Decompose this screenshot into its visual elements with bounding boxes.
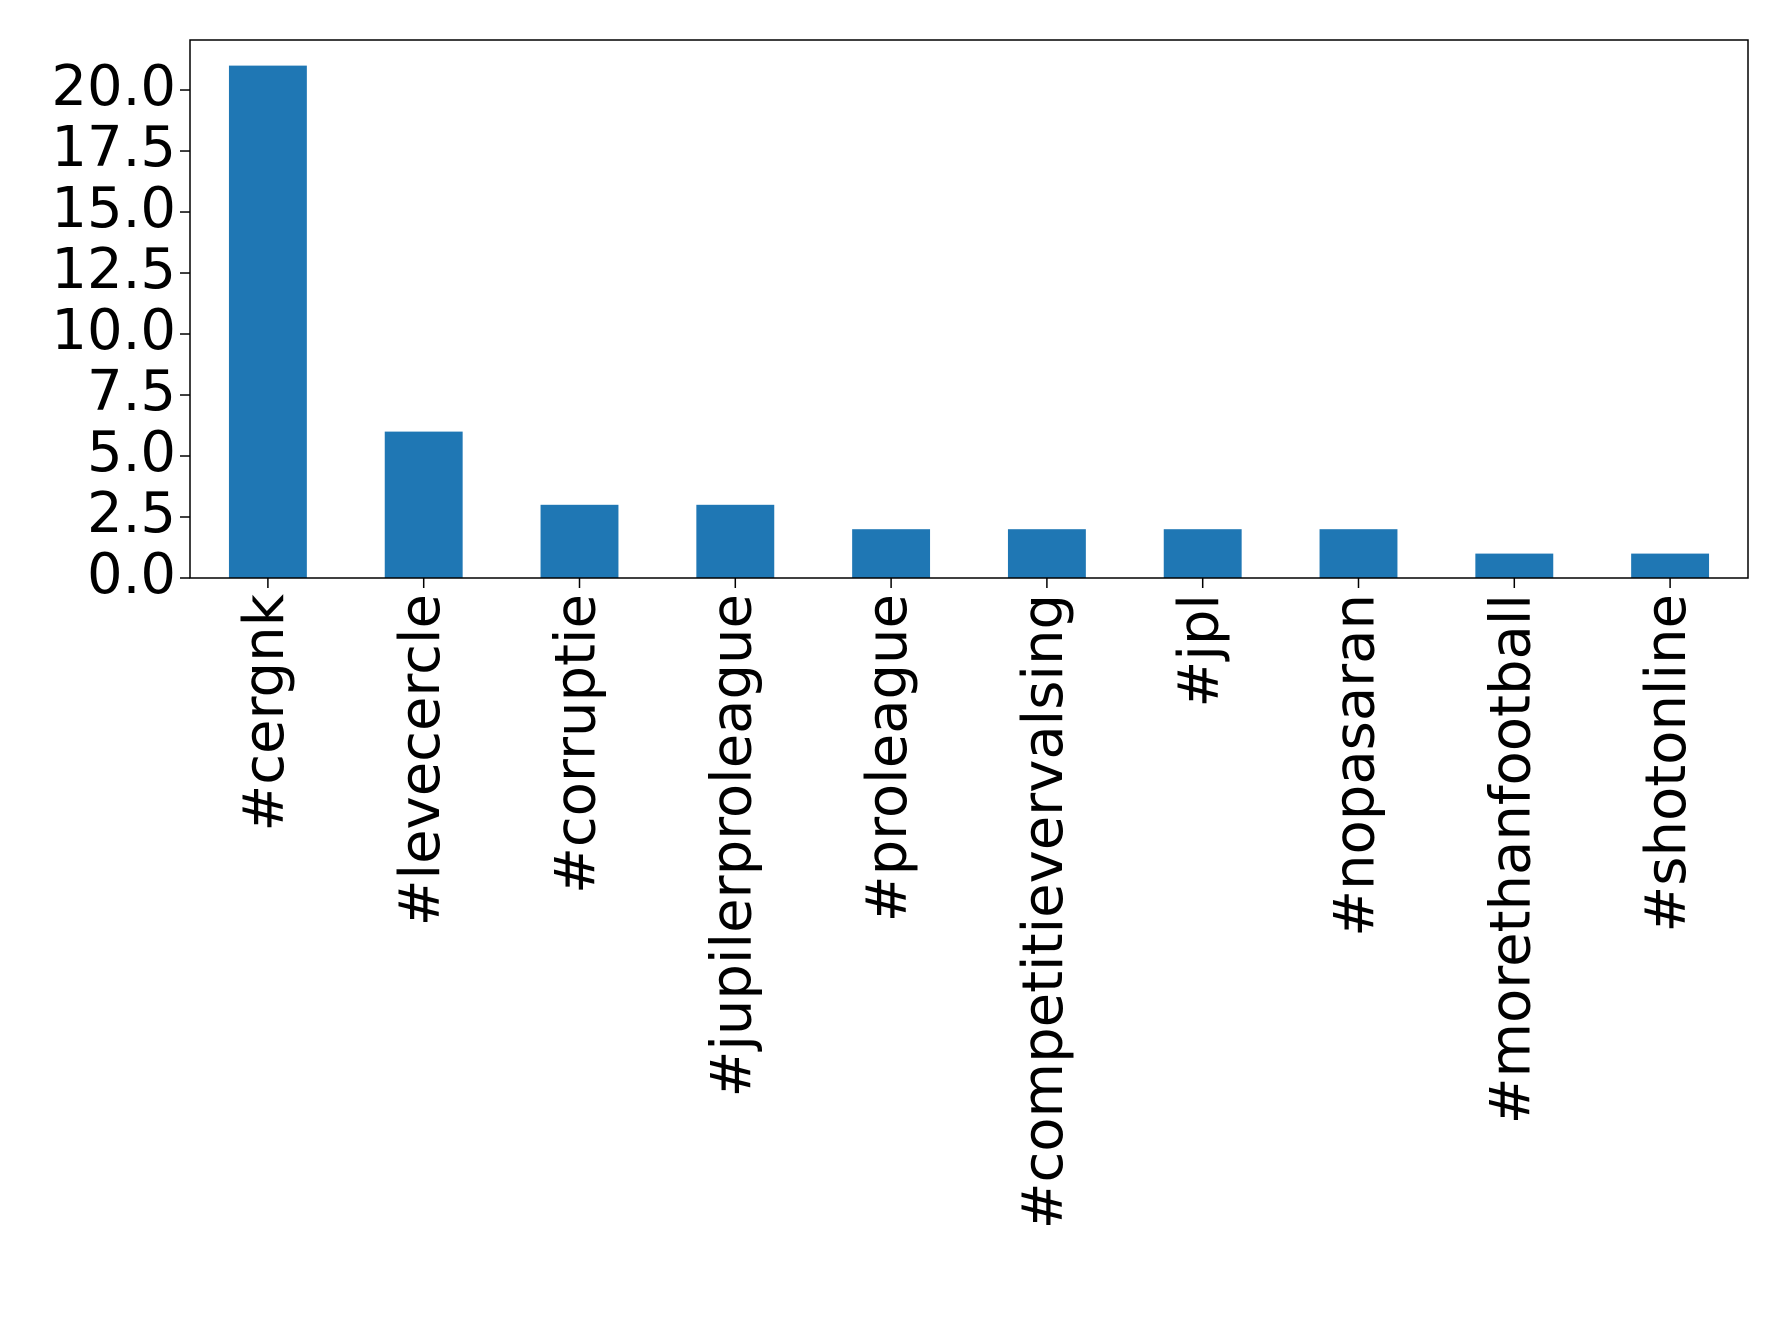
bar xyxy=(852,529,931,578)
y-tick-label: 17.5 xyxy=(51,115,176,180)
x-tick-label: #jupilerproleague xyxy=(699,594,764,1098)
bar xyxy=(1631,553,1710,578)
bar xyxy=(540,504,619,578)
y-tick-label: 10.0 xyxy=(51,298,176,363)
y-tick-label: 12.5 xyxy=(51,237,176,302)
bar xyxy=(228,65,307,579)
y-tick-label: 2.5 xyxy=(87,481,176,546)
x-tick-label: #competitievervalsing xyxy=(1011,594,1076,1229)
bar xyxy=(1163,529,1242,578)
x-tick-label: #morethanfootball xyxy=(1478,594,1543,1124)
y-tick-label: 7.5 xyxy=(87,359,176,424)
bar xyxy=(1475,553,1554,578)
bar xyxy=(384,431,463,578)
x-tick-label: #shotonline xyxy=(1634,594,1699,933)
plot-frame xyxy=(189,39,1749,579)
x-tick-label: #proleague xyxy=(855,594,920,922)
x-tick-label: #levecercle xyxy=(388,594,453,926)
bar xyxy=(1007,529,1086,578)
y-tick-label: 0.0 xyxy=(87,542,176,607)
x-tick-label: #nopasaran xyxy=(1323,594,1388,937)
bar xyxy=(696,504,775,578)
bar xyxy=(1319,529,1398,578)
x-tick-label: #jpl xyxy=(1167,594,1232,708)
y-tick-label: 5.0 xyxy=(87,420,176,485)
x-tick-label: #corruptie xyxy=(544,594,609,894)
y-tick-label: 20.0 xyxy=(51,54,176,119)
y-tick-label: 15.0 xyxy=(51,176,176,241)
x-tick-label: #cergnk xyxy=(232,593,297,831)
